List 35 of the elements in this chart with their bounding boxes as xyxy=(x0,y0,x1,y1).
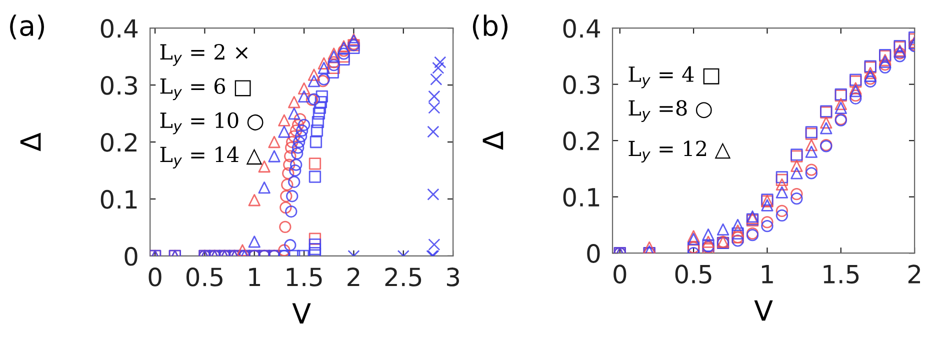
y-axis-title: Δ xyxy=(482,131,504,150)
x-tick-label: 2 xyxy=(908,264,920,284)
y-tick-label: 0.4 xyxy=(563,18,600,38)
y-tick-label: 0.2 xyxy=(563,132,599,150)
x-tick-label: 1 xyxy=(249,268,260,286)
x-tick-label: 1.5 xyxy=(286,268,322,286)
annotation: L$_{y}$ = 10 ○ xyxy=(160,112,264,134)
x-tick-label: 0.5 xyxy=(186,268,222,286)
chart-title: (a) xyxy=(10,14,44,40)
annotation: L$_{y}$ = 12 △ xyxy=(628,140,731,162)
y-tick-label: 0.3 xyxy=(563,75,600,94)
y-axis-title: Δ xyxy=(20,132,41,152)
y-tick-label: 0.4 xyxy=(100,18,138,38)
y-tick-label: 0 xyxy=(587,244,600,263)
x-tick-label: 3 xyxy=(447,268,460,286)
y-tick-label: 0 xyxy=(124,246,138,266)
y-tick-label: 0.2 xyxy=(100,132,136,152)
annotation: L$_{y}$ =8 ○ xyxy=(628,100,712,122)
y-tick-label: 0.1 xyxy=(100,190,137,209)
x-tick-label: 0 xyxy=(614,264,626,284)
x-tick-label: 1.5 xyxy=(824,264,859,284)
x-tick-label: 2.5 xyxy=(385,268,422,286)
x-axis-title: V xyxy=(754,300,773,321)
y-tick-label: 0.1 xyxy=(563,188,600,207)
x-tick-label: 1 xyxy=(762,264,773,284)
x-axis-title: V xyxy=(292,303,311,324)
annotation: L$_{y}$ = 14 △ xyxy=(160,146,262,168)
annotation: L$_{y}$ = 4 □ xyxy=(628,66,720,88)
annotation: L$_{y}$ = 2 × xyxy=(160,44,248,66)
chart-title: (b) xyxy=(472,14,508,40)
y-tick-label: 0.3 xyxy=(100,76,137,95)
annotation: L$_{y}$ = 6 □ xyxy=(160,78,251,100)
x-tick-label: 0 xyxy=(148,268,162,286)
x-tick-label: 2 xyxy=(348,268,360,286)
x-tick-label: 0.5 xyxy=(675,264,712,284)
